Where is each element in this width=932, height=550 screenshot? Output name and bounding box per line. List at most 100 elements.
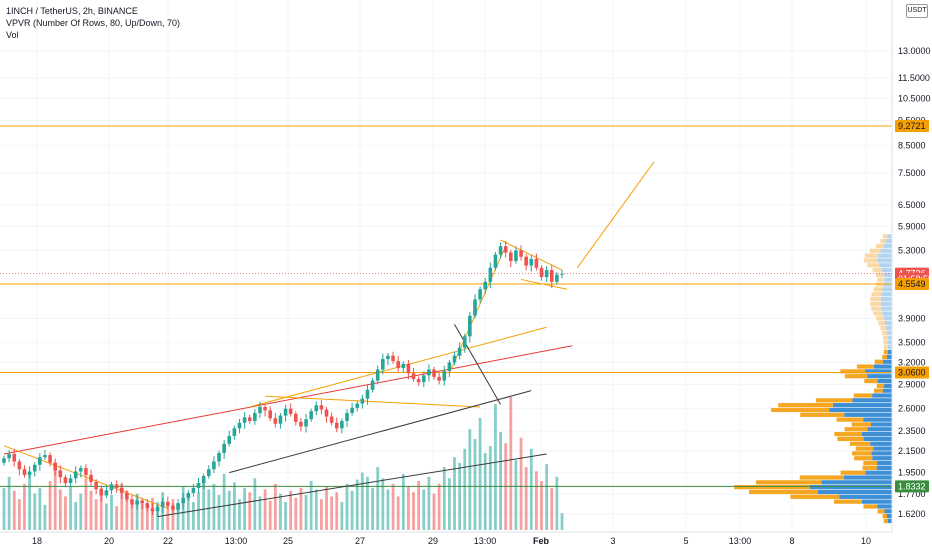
candle-body [237,422,242,429]
vpvr-row-down [836,417,864,422]
price-label-text: 1.8332 [898,481,926,491]
vpvr-row-down [856,364,874,369]
volume-bar [555,476,559,530]
candle-body [283,408,288,416]
price-tick-label: 6.5000 [898,200,926,210]
candle-body [258,406,262,413]
vpvr-row-up [829,407,892,413]
vpvr-row-up [877,258,892,263]
vpvr-row-up [821,480,892,485]
candle-body [268,410,273,419]
volume-bar [140,503,144,530]
time-tick-label: 29 [428,536,438,546]
vpvr-row-up [877,460,892,466]
time-tick-label: 13:00 [474,536,497,546]
vpvr-row-down [840,369,866,374]
time-tick-label: 27 [355,536,365,546]
vpvr-row-down [883,518,888,524]
candle-body [468,315,472,337]
volume-bar [432,493,436,530]
vpvr-row-down [778,403,833,408]
volume-bar [483,453,487,530]
volume-bar [217,495,221,530]
vpvr-row-down [863,258,878,263]
vpvr-row-down [882,234,888,239]
candle-body [360,398,365,404]
candle-body [334,422,339,429]
volume-bar [253,478,257,530]
vpvr-row-down [874,388,883,393]
price-label-text: 3.0600 [898,367,926,377]
volume-bar [488,446,492,530]
volume-bar [33,493,37,530]
vpvr-row-up [880,301,892,306]
price-tick-label: 2.3500 [898,426,926,436]
time-tick-label: 13:00 [225,536,248,546]
vpvr-row-down [800,412,845,417]
candle-body [483,281,488,290]
candle-body [288,408,293,414]
vpvr-row-down [883,345,888,350]
volume-bar [524,467,528,530]
volume-bar [192,502,195,530]
candle-body [293,413,298,422]
vpvr-row-down [873,287,883,292]
candle-body [104,490,109,496]
vpvr-row-down [771,407,830,413]
time-tick-label: 8 [789,536,794,546]
vpvr-row-down [882,330,887,335]
vpvr-row-up [886,330,892,335]
price-tick-label: 5.3000 [898,245,926,255]
vpvr-row-down [883,349,888,355]
candle-body [63,477,68,484]
candle-body [304,419,308,427]
candle-body [89,474,93,482]
volume-bar [509,397,513,530]
volume-bar [104,503,108,530]
candle-body [478,289,482,300]
price-tick-label: 1.7700 [898,489,926,499]
volume-bar [58,489,62,530]
candle-body [222,443,226,453]
candle-body [155,507,160,512]
vpvr-row-down [869,248,881,253]
volume-bar [396,496,400,530]
symbol-title[interactable]: 1INCH / TetherUS, 2h, BINANCE [6,6,138,16]
vpvr-row-down [870,296,881,302]
candle-body [370,380,375,390]
volume-bar [494,404,497,530]
price-tick-label: 8.5000 [898,140,926,150]
volume-bar [28,472,31,530]
volume-bar [335,492,339,530]
candle-body [53,462,57,471]
vpvr-row-up [832,403,892,408]
vpvr-row-down [871,306,882,311]
vpvr-row-down [874,359,883,364]
orange-trendline [265,395,481,408]
volume-bar [360,472,364,530]
volume-bar [227,490,231,530]
candle-body [253,412,257,421]
candle-body [196,483,201,488]
volume-bar [186,496,190,530]
vpvr-row-up [852,398,892,403]
volume-indicator-label[interactable]: Vol [6,30,19,40]
vpvr-indicator-label[interactable]: VPVR (Number Of Rows, 80, Up/Down, 70) [6,18,181,28]
candle-body [519,250,523,257]
price-label-box [895,120,929,133]
candle-body [135,500,139,505]
vpvr-row-down [880,239,886,244]
vpvr-row-down [862,465,877,470]
candle-body [99,489,104,496]
currency-badge[interactable]: USDT [906,4,928,18]
vpvr-row-up [882,388,892,393]
price-label-box [895,278,929,291]
vpvr-row-up [861,499,892,504]
vpvr-row-down [876,272,884,278]
vpvr-row-up [839,494,892,499]
vpvr-row-up [884,277,892,282]
volume-bar [550,488,554,530]
time-tick-label: 10 [861,536,871,546]
candle-body [7,454,11,459]
